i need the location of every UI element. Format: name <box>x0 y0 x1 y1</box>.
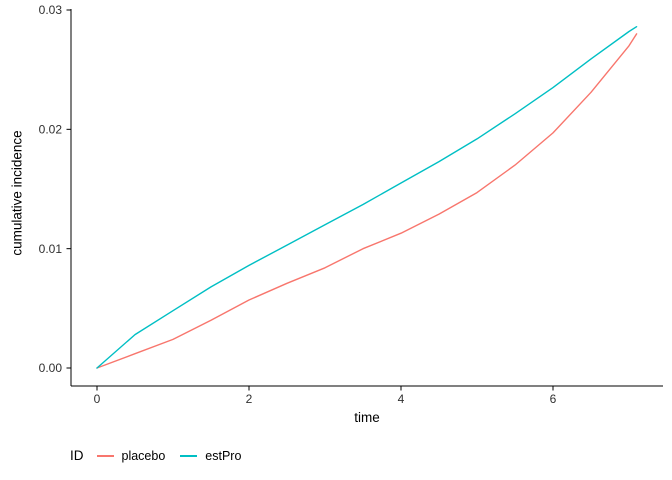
legend-item-estpro: estPro <box>180 449 241 463</box>
estpro-line-swatch <box>180 454 198 457</box>
series-line-placebo <box>96 33 638 369</box>
series-line-estPro <box>96 26 638 369</box>
x-tick-label: 0 <box>94 392 101 406</box>
y-tick-label: 0.03 <box>39 3 63 17</box>
legend: ID placebo estPro <box>70 448 256 463</box>
y-axis-title: cumulative incidence <box>9 130 25 256</box>
legend-title: ID <box>70 448 84 463</box>
legend-label-estpro: estPro <box>205 448 242 463</box>
placebo-line-swatch <box>96 454 114 457</box>
y-tick-label: 0.00 <box>39 361 63 375</box>
legend-item-placebo: placebo <box>96 448 166 463</box>
x-tick-label: 2 <box>246 392 253 406</box>
x-axis-title: time <box>354 410 380 425</box>
x-tick-label: 6 <box>550 392 557 406</box>
y-tick-label: 0.02 <box>39 123 63 137</box>
y-tick-label: 0.01 <box>39 242 63 256</box>
x-tick-label: 4 <box>398 392 405 406</box>
legend-label-placebo: placebo <box>121 448 166 463</box>
